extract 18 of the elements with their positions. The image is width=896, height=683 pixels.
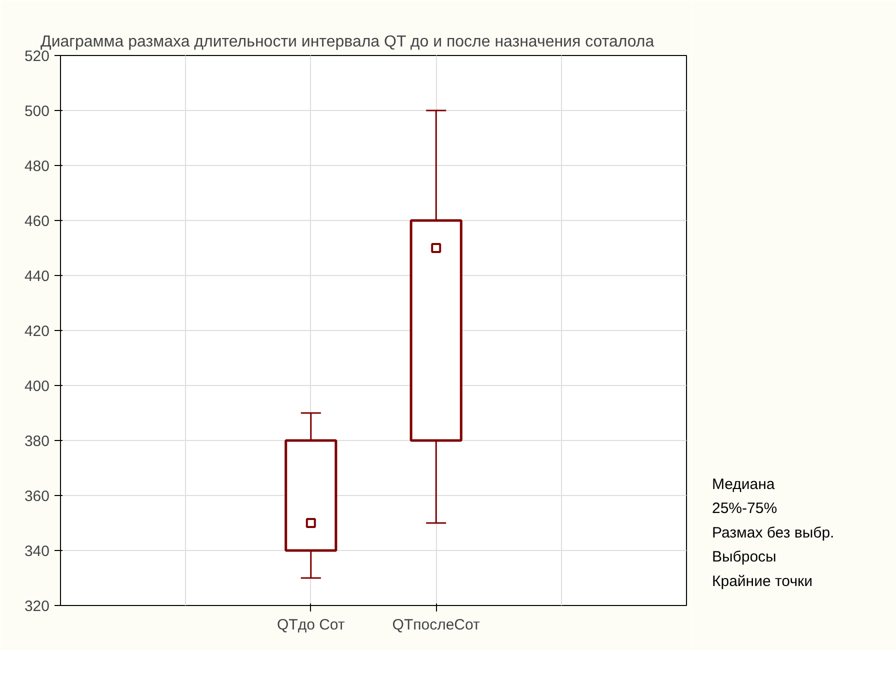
y-tick-label: 420 [24, 323, 50, 340]
text: 25%-75% [712, 500, 778, 518]
y-tick-label: 500 [24, 103, 50, 120]
chart-title: Диаграмма размаха длительности интервала QT до и после назначения соталола [40, 34, 654, 50]
text: Медиана [712, 476, 776, 493]
y-tick-label: 340 [24, 543, 50, 560]
y-tick-label: 320 [24, 598, 50, 615]
x-tick-label: QTпослеСот [392, 616, 480, 634]
y-tick-label: 400 [24, 378, 50, 395]
y-tick-label: 360 [24, 488, 50, 505]
y-tick-label: 460 [24, 213, 50, 230]
x-tick-label: QTдо Сот [276, 616, 345, 634]
text: Выбросы [712, 548, 776, 566]
y-tick-label: 480 [24, 158, 50, 175]
text: Размах без выбр. [712, 524, 834, 542]
text: Крайние точки [712, 572, 812, 590]
y-tick-label: 380 [24, 433, 50, 450]
y-tick-label: 440 [24, 268, 50, 285]
